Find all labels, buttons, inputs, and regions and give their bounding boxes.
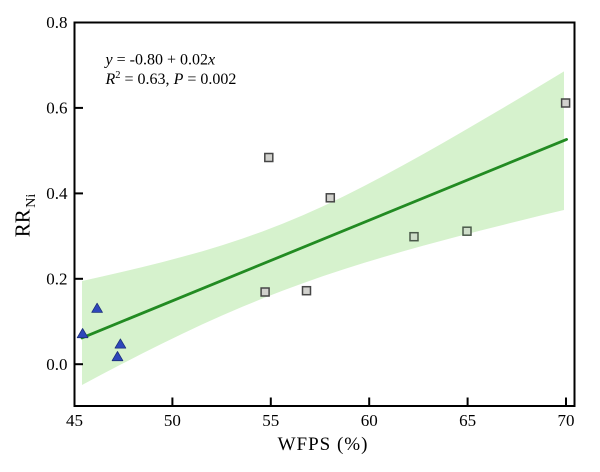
svg-text:65: 65 xyxy=(459,411,476,430)
svg-text:0.8: 0.8 xyxy=(46,13,67,32)
svg-text:WFPS (%): WFPS (%) xyxy=(278,434,369,455)
svg-text:55: 55 xyxy=(262,411,279,430)
svg-text:R2 = 0.63, P = 0.002: R2 = 0.63, P = 0.002 xyxy=(105,70,237,88)
svg-text:0.2: 0.2 xyxy=(46,269,67,288)
svg-text:45: 45 xyxy=(66,411,83,430)
svg-text:70: 70 xyxy=(558,411,575,430)
svg-text:60: 60 xyxy=(361,411,378,430)
svg-text:0.6: 0.6 xyxy=(46,99,67,118)
svg-text:y = -0.80 + 0.02x: y = -0.80 + 0.02x xyxy=(104,52,216,69)
svg-text:50: 50 xyxy=(164,411,181,430)
svg-text:0.4: 0.4 xyxy=(46,184,68,203)
svg-text:0.0: 0.0 xyxy=(46,355,67,374)
